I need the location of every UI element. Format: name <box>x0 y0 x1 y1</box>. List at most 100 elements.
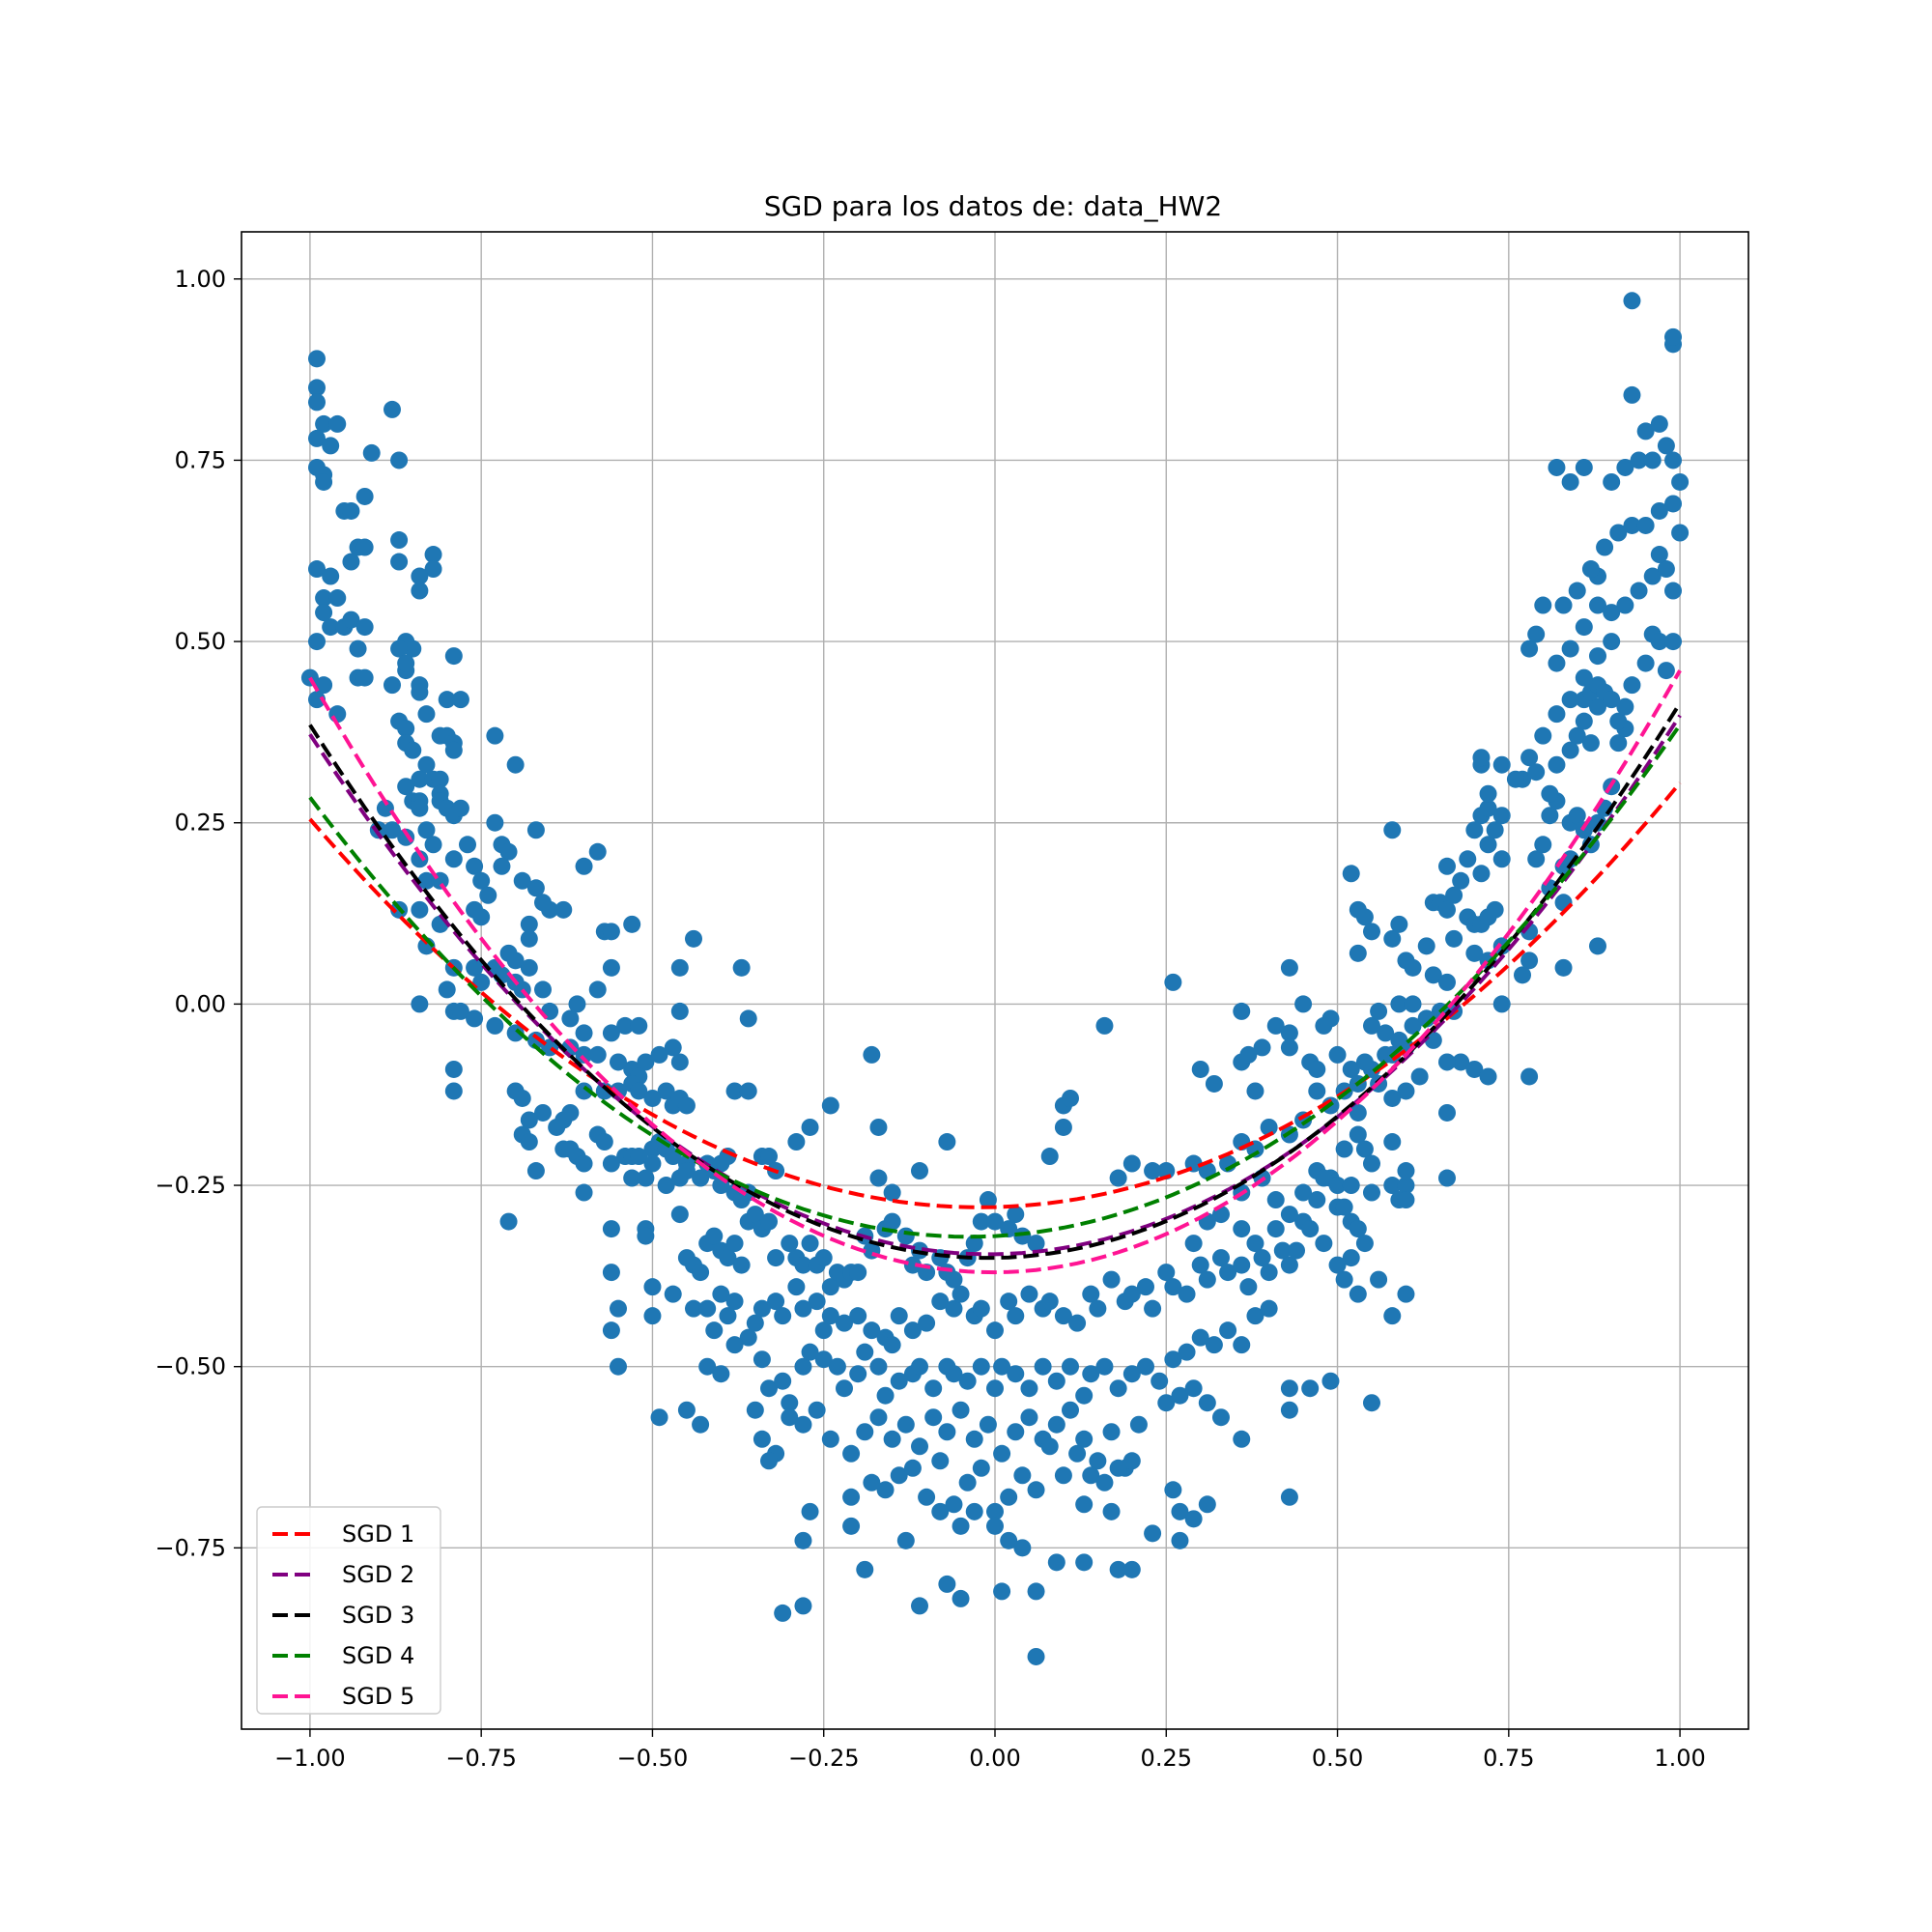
scatter-point <box>1581 560 1600 579</box>
scatter-point <box>1171 1502 1189 1520</box>
scatter-point <box>1349 944 1367 962</box>
scatter-point <box>1630 451 1648 469</box>
scatter-point <box>739 1082 757 1100</box>
scatter-point <box>650 1045 668 1064</box>
scatter-point <box>493 857 511 875</box>
scatter-point <box>1383 929 1402 948</box>
scatter-point <box>883 1183 901 1202</box>
scatter-point <box>1486 821 1504 839</box>
scatter-point <box>986 1379 1004 1398</box>
scatter-point <box>534 894 552 912</box>
scatter-point <box>1370 1002 1388 1020</box>
scatter-point <box>958 1473 977 1492</box>
scatter-point <box>1178 1343 1196 1361</box>
scatter-point <box>781 1408 799 1427</box>
scatter-point <box>821 1430 839 1448</box>
scatter-point <box>1109 1379 1127 1398</box>
scatter-point <box>1383 1177 1402 1195</box>
scatter-point <box>384 821 401 839</box>
scatter-point <box>1102 1423 1121 1441</box>
scatter-point <box>1397 1082 1415 1100</box>
scatter-point <box>670 1053 689 1071</box>
scatter-point <box>575 1082 593 1100</box>
scatter-point <box>1027 1481 1045 1499</box>
scatter-point <box>869 1118 888 1136</box>
scatter-point <box>1664 495 1682 513</box>
scatter-point <box>575 857 593 875</box>
scatter-point <box>1151 1372 1169 1390</box>
scatter-point <box>725 1235 744 1253</box>
scatter-point <box>1260 1264 1278 1282</box>
scatter-point <box>1636 422 1655 440</box>
scatter-point <box>1047 1372 1065 1390</box>
scatter-point <box>1616 596 1634 614</box>
scatter-point <box>526 1162 545 1180</box>
scatter-point <box>1506 770 1524 788</box>
scatter-point <box>1020 1379 1038 1398</box>
scatter-point <box>1452 871 1470 890</box>
scatter-point <box>896 1415 915 1434</box>
scatter-point <box>692 1169 710 1187</box>
scatter-point <box>821 1307 839 1325</box>
scatter-point <box>1075 1553 1094 1572</box>
scatter-point <box>1233 1002 1251 1020</box>
scatter-point <box>1355 908 1374 926</box>
scatter-point <box>520 1133 538 1151</box>
legend: SGD 1 SGD 2 SGD 3 SGD 4 SGD 5 <box>256 1506 441 1715</box>
scatter-point <box>1603 472 1621 491</box>
scatter-point <box>315 604 333 622</box>
scatter-point <box>411 900 429 919</box>
scatter-point <box>637 1169 655 1187</box>
scatter-point <box>705 1227 724 1245</box>
scatter-point <box>814 1249 833 1267</box>
scatter-point <box>1541 807 1559 825</box>
scatter-point <box>1000 1531 1018 1549</box>
scatter-point <box>1657 560 1675 579</box>
scatter-point <box>760 1148 778 1166</box>
scatter-point <box>842 1517 861 1535</box>
scatter-point <box>1144 1299 1162 1318</box>
scatter-point <box>1266 1220 1285 1238</box>
scatter-point <box>1349 1103 1367 1122</box>
scatter-point <box>753 1350 771 1369</box>
scatter-point <box>918 1314 936 1332</box>
scatter-point <box>965 1235 983 1253</box>
scatter-point <box>1280 1024 1298 1042</box>
scatter-point <box>986 1517 1004 1535</box>
scatter-point <box>390 553 409 571</box>
scatter-point <box>883 1336 901 1354</box>
y-tick-label: −0.75 <box>155 1534 226 1561</box>
scatter-point <box>1575 618 1593 637</box>
scatter-point <box>376 799 394 817</box>
scatter-point <box>1109 1560 1127 1578</box>
scatter-point <box>1205 1336 1223 1354</box>
scatter-point <box>725 1082 744 1100</box>
scatter-point <box>685 1299 702 1318</box>
scatter-point <box>1355 1140 1374 1158</box>
scatter-point <box>1047 1553 1065 1572</box>
scatter-point <box>1342 1249 1360 1267</box>
scatter-point <box>1034 1357 1052 1376</box>
scatter-point <box>459 836 476 854</box>
scatter-point <box>1589 697 1606 716</box>
scatter-point <box>417 705 436 724</box>
scatter-point <box>856 1423 874 1441</box>
scatter-point <box>938 1575 956 1593</box>
y-tick-label: −0.25 <box>155 1172 226 1199</box>
scatter-point <box>1424 966 1442 984</box>
scatter-point <box>1095 1357 1114 1376</box>
scatter-point <box>1246 1307 1264 1325</box>
scatter-point <box>479 886 497 904</box>
scatter-point <box>876 1481 895 1499</box>
scatter-point <box>794 1531 812 1549</box>
scatter-point <box>965 1502 983 1520</box>
scatter-point <box>1410 1067 1429 1086</box>
scatter-point <box>575 1183 593 1202</box>
scatter-point <box>630 1148 648 1166</box>
scatter-point <box>349 639 367 658</box>
scatter-point <box>836 1379 853 1398</box>
scatter-point <box>1342 1177 1360 1195</box>
scatter-point <box>1575 458 1593 476</box>
x-tick-label: −0.75 <box>445 1745 517 1772</box>
scatter-point <box>918 1264 936 1282</box>
